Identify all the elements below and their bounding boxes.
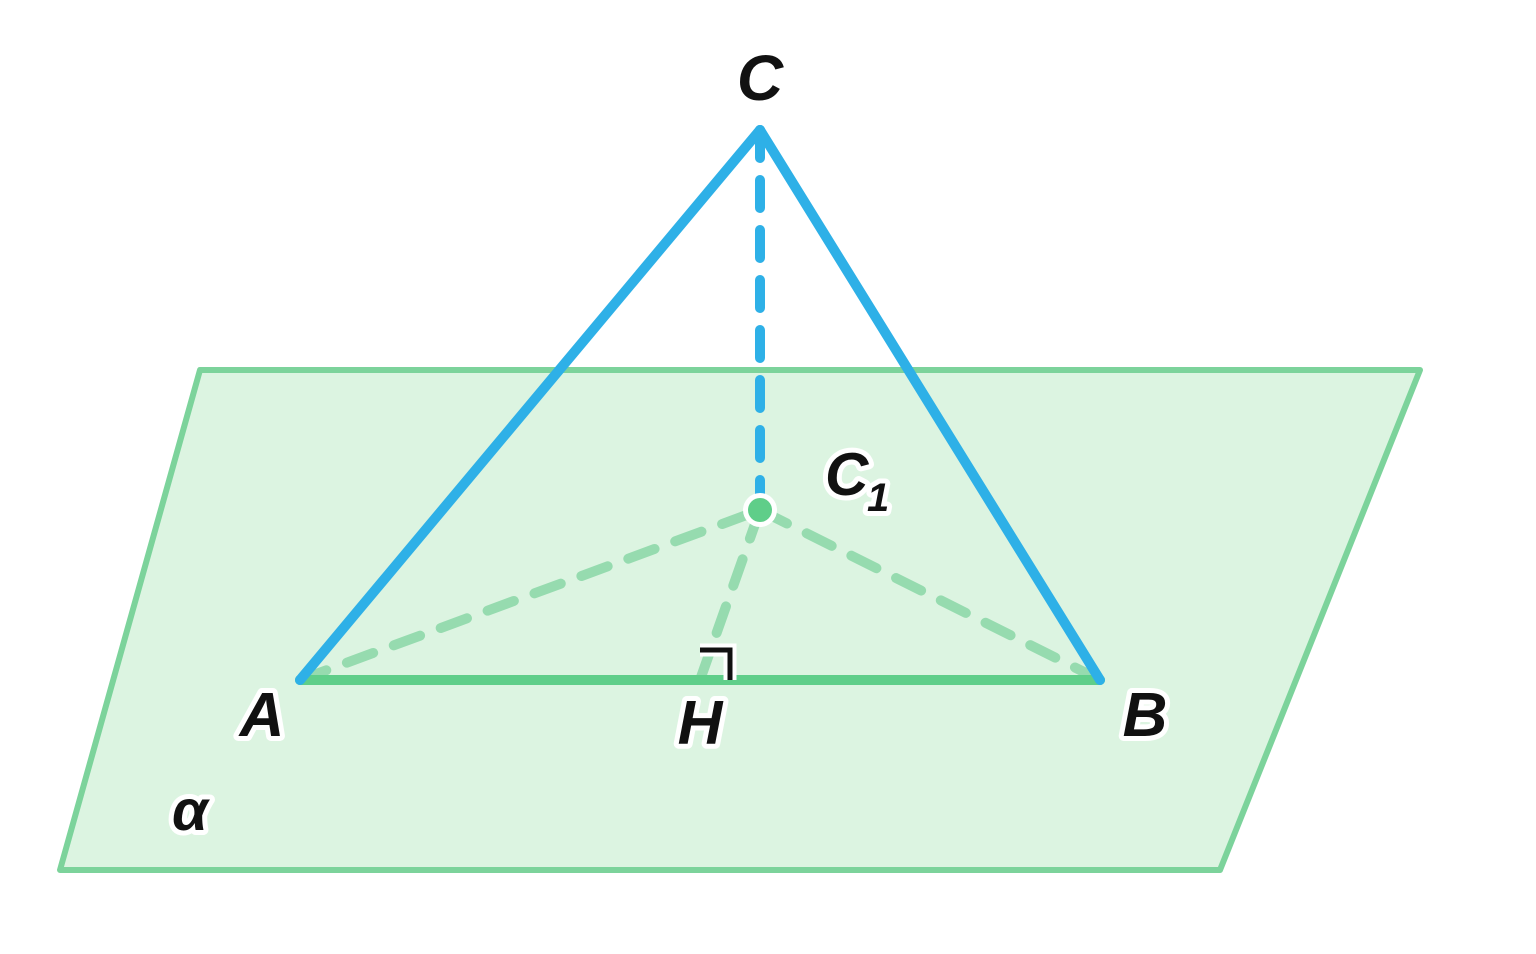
label-B: B [1123, 681, 1168, 750]
label-C1: C [825, 441, 870, 508]
geometry-diagram: CC1ABHα [0, 0, 1536, 954]
label-C1-sub: 1 [867, 476, 889, 520]
point-C1-dot [748, 498, 772, 522]
label-C: C [737, 42, 784, 114]
label-H: H [678, 689, 724, 758]
label-A: A [238, 681, 285, 750]
label-alpha: α [172, 778, 210, 843]
plane-alpha [60, 370, 1420, 870]
